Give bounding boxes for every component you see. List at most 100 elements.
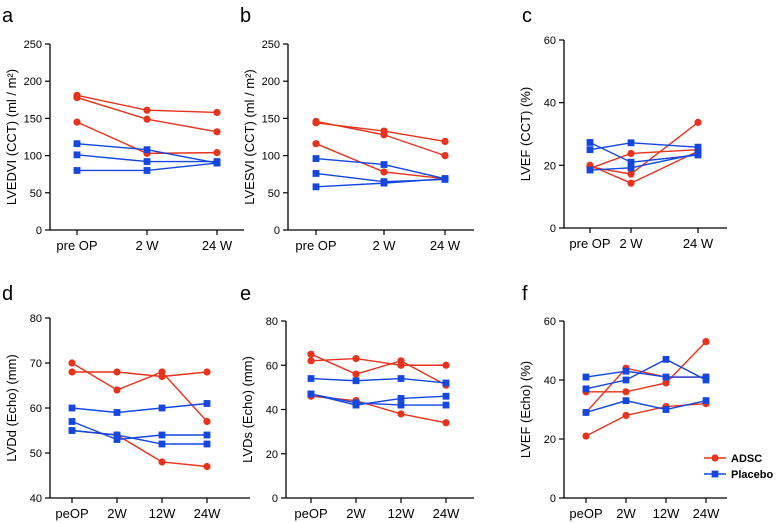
series-line-placebo [310,393,446,406]
series-line-adsc [72,371,208,378]
series-line-placebo [310,393,447,406]
data-point-placebo [441,175,449,183]
x-tick-label: 24 W [430,238,461,253]
series-line-placebo [585,358,707,390]
y-tick-label: 50 [268,188,280,200]
data-point-placebo [442,392,450,400]
data-point-placebo [380,161,388,168]
y-tick-label: 250 [262,39,280,51]
data-point-placebo [627,139,635,147]
data-point-placebo [662,373,670,381]
data-point-adsc [380,127,388,135]
y-tick-label: 50 [30,448,42,460]
panel-e: e 0 20 40 60 80 peOP 2W 12W 24W LVDs (Echo) (mm) [240,283,474,521]
data-point-placebo [312,170,320,177]
panel-a: a 0 50 100 150 200 250 pre OP 2 W 24 W LVEDVI (CCT… [2,5,244,253]
data-point-placebo [158,404,166,412]
series-line-placebo [310,377,447,384]
panel-letter-e: e [240,283,251,305]
data-point-placebo [622,376,630,384]
y-tick-label: 0 [274,225,280,237]
x-tick-label: 2 W [619,236,643,251]
y-tick-label: 40 [266,405,278,417]
data-point-placebo [662,406,670,413]
y-axis-title: LVDd (Echo) (mm) [4,354,19,461]
data-point-placebo [203,440,211,448]
data-point-adsc [622,388,630,396]
series-line-placebo [585,370,706,378]
data-point-placebo [397,401,405,409]
series-line-adsc [310,357,446,366]
y-tick-label: 40 [544,98,556,110]
x-tick-label: peOP [55,506,88,521]
x-tick-label: pre OP [56,238,97,253]
y-tick-label: 40 [544,375,556,387]
data-point-placebo [622,397,630,405]
series-line-adsc [586,341,707,393]
data-point-placebo [702,397,710,405]
legend-marker-adsc [711,454,719,462]
data-point-placebo [397,395,405,402]
y-tick-label: 0 [550,493,556,505]
series-line-placebo [589,142,699,151]
x-tick-label: 24 W [202,238,233,253]
y-axis-title: LVDs (Echo) (mm) [240,356,255,463]
data-point-adsc [352,355,360,363]
data-point-adsc [143,106,151,114]
panel-c: c 0 20 40 60 pre OP 2 W 24 W LVEF (CCT) (%) [518,5,727,251]
data-point-adsc [352,370,360,378]
y-axis-title: LVESVI (CCT) (ml / m²) [242,69,257,205]
series-line-adsc [71,362,208,422]
data-point-placebo [586,166,594,174]
y-tick-label: 40 [30,493,42,505]
data-point-adsc [68,359,76,367]
y-tick-label: 100 [24,151,42,163]
series-line-placebo [315,177,446,188]
data-point-adsc [312,119,320,127]
data-point-adsc [441,152,449,160]
y-axis-title: LVEF (CCT) (%) [518,87,533,181]
series-line-adsc [310,395,447,424]
data-point-placebo [352,399,360,407]
data-point-placebo [622,367,630,375]
data-point-placebo [582,373,590,381]
series-line-adsc [71,429,208,468]
y-tick-label: 250 [24,39,42,51]
data-point-adsc [622,411,630,419]
data-point-placebo [582,409,590,416]
y-tick-label: 20 [544,434,556,446]
data-point-adsc [442,419,450,427]
x-tick-label: peOP [294,506,327,521]
data-point-placebo [702,376,710,384]
y-tick-label: 200 [24,76,42,88]
data-point-adsc [627,179,635,187]
legend: ADSC Placebo [704,453,773,481]
data-point-adsc [113,368,121,376]
x-tick-label: 24W [194,506,221,521]
series-line-placebo [71,429,207,445]
x-tick-label: pre OP [295,238,336,253]
data-point-placebo [68,427,76,434]
data-point-adsc [203,417,211,426]
data-point-placebo [582,385,590,393]
y-axis-title: LVEF (Echo) (%) [518,361,533,458]
data-point-adsc [143,115,151,123]
series-line-placebo [71,420,207,441]
series-line-adsc [315,122,446,143]
x-tick-label: 2 W [135,238,159,253]
data-point-placebo [442,401,450,409]
x-tick-label: pre OP [569,236,610,251]
data-point-placebo [203,431,211,439]
data-point-adsc [582,432,590,440]
y-tick-label: 200 [262,76,280,88]
y-tick-label: 150 [24,113,42,125]
y-tick-label: 60 [544,316,556,328]
data-point-placebo [158,440,166,448]
data-point-adsc [158,458,166,466]
x-tick-label: peOP [569,506,602,521]
data-point-placebo [694,150,702,158]
x-tick-label: 12W [149,506,176,521]
data-point-placebo [158,431,166,439]
y-tick-label: 0 [36,225,42,237]
data-point-placebo [73,167,81,174]
